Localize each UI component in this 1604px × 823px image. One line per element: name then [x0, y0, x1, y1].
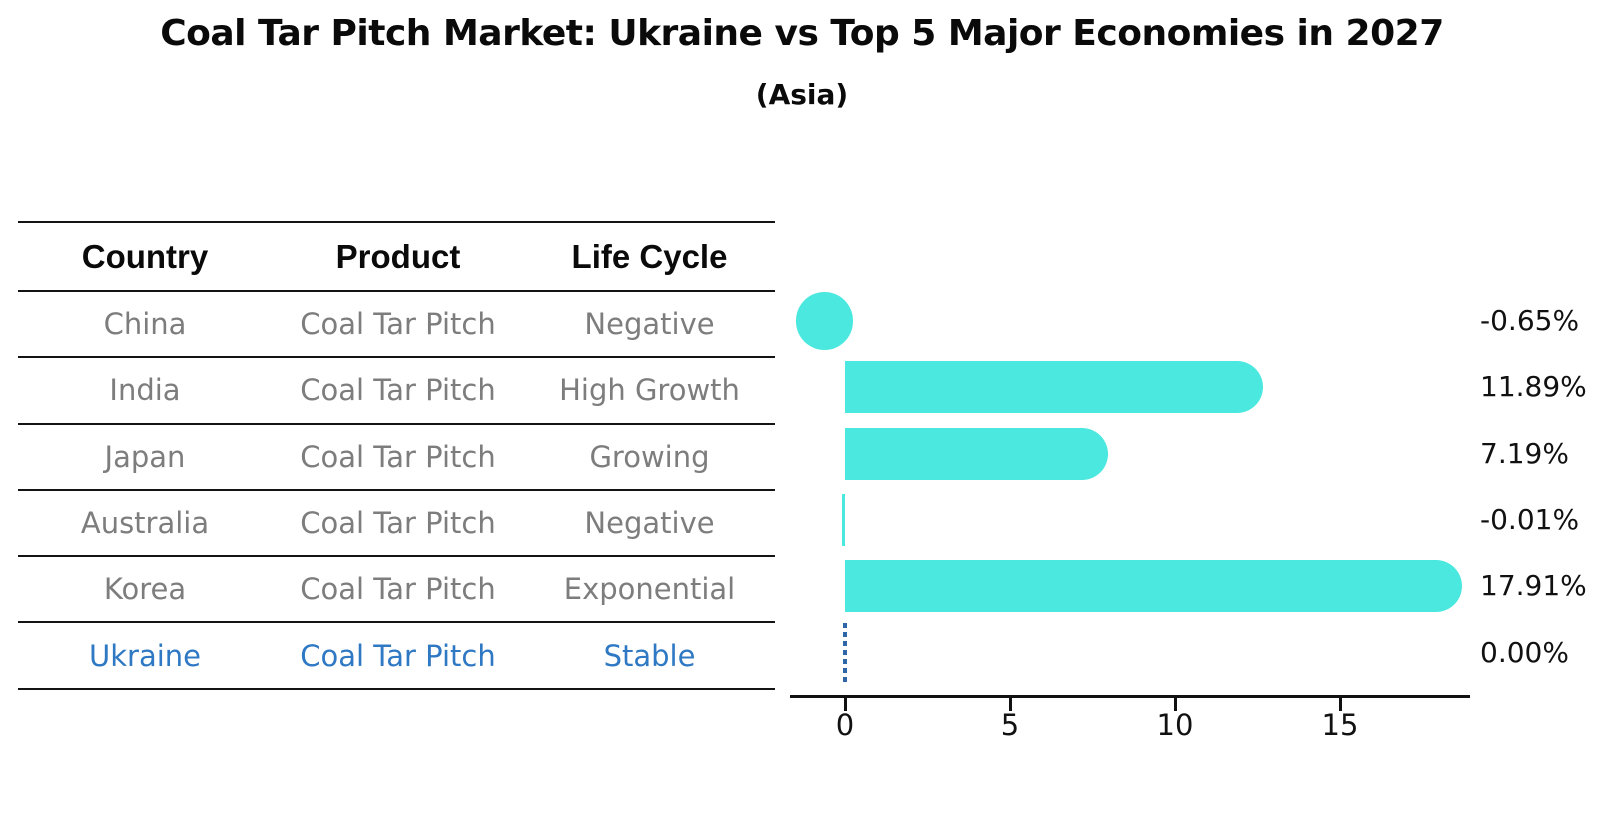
cell-product: Coal Tar Pitch	[300, 373, 496, 408]
x-axis-tick-label: 15	[1321, 708, 1359, 742]
cell-life-cycle: High Growth	[559, 373, 740, 408]
value-label: 11.89%	[1480, 370, 1587, 404]
header-product: Product	[335, 237, 461, 275]
table-row: Korea Coal Tar Pitch Exponential	[18, 557, 775, 624]
country-table: Country Product Life Cycle China Coal Ta…	[18, 221, 775, 690]
value-label: 7.19%	[1480, 436, 1569, 470]
x-axis-tick	[1008, 698, 1012, 711]
cell-country: Australia	[80, 506, 210, 541]
cell-country: Japan	[104, 439, 186, 474]
x-axis-tick-label: 10	[1156, 708, 1194, 742]
cell-country: India	[109, 373, 181, 408]
bar-japan	[845, 427, 1109, 480]
cell-life-cycle: Exponential	[563, 572, 736, 607]
cell-product: Coal Tar Pitch	[300, 506, 496, 541]
header-country: Country	[81, 237, 209, 275]
highlight-zero-line	[843, 622, 847, 683]
bar-korea	[845, 560, 1463, 613]
table-row: India Coal Tar Pitch High Growth	[18, 358, 775, 425]
cell-life-cycle: Negative	[584, 307, 715, 342]
cell-product: Coal Tar Pitch	[300, 638, 496, 673]
value-label: -0.65%	[1480, 304, 1580, 338]
table-row: China Coal Tar Pitch Negative	[18, 292, 775, 359]
cell-country: China	[103, 307, 187, 342]
x-axis-tick	[1173, 698, 1177, 711]
value-label: -0.01%	[1480, 503, 1580, 537]
cell-product: Coal Tar Pitch	[300, 307, 496, 342]
table-header-row: Country Product Life Cycle	[18, 223, 775, 292]
value-label: 0.00%	[1480, 635, 1569, 669]
cell-life-cycle: Stable	[603, 638, 696, 673]
cell-life-cycle: Growing	[589, 439, 710, 474]
chart-subtitle: (Asia)	[755, 78, 849, 111]
header-life-cycle: Life Cycle	[571, 237, 728, 275]
table-row: Ukraine Coal Tar Pitch Stable	[18, 623, 775, 690]
cell-product: Coal Tar Pitch	[300, 572, 496, 607]
table-row: Japan Coal Tar Pitch Growing	[18, 425, 775, 491]
bar-india	[845, 361, 1264, 414]
x-axis-tick-label: 5	[1000, 708, 1020, 742]
table-row: Australia Coal Tar Pitch Negative	[18, 491, 775, 558]
cell-life-cycle: Negative	[584, 506, 715, 541]
chart-title: Coal Tar Pitch Market: Ukraine vs Top 5 …	[160, 13, 1444, 54]
x-axis-tick	[843, 698, 847, 711]
value-label: 17.91%	[1480, 569, 1587, 603]
cell-country: Korea	[103, 572, 187, 607]
x-axis-tick-label: 0	[835, 708, 855, 742]
cell-product: Coal Tar Pitch	[300, 439, 496, 474]
bar-australia	[842, 494, 845, 547]
x-axis-tick	[1338, 698, 1342, 711]
x-axis-line	[790, 695, 1470, 698]
cell-country: Ukraine	[89, 638, 201, 673]
bar-china	[795, 292, 853, 351]
